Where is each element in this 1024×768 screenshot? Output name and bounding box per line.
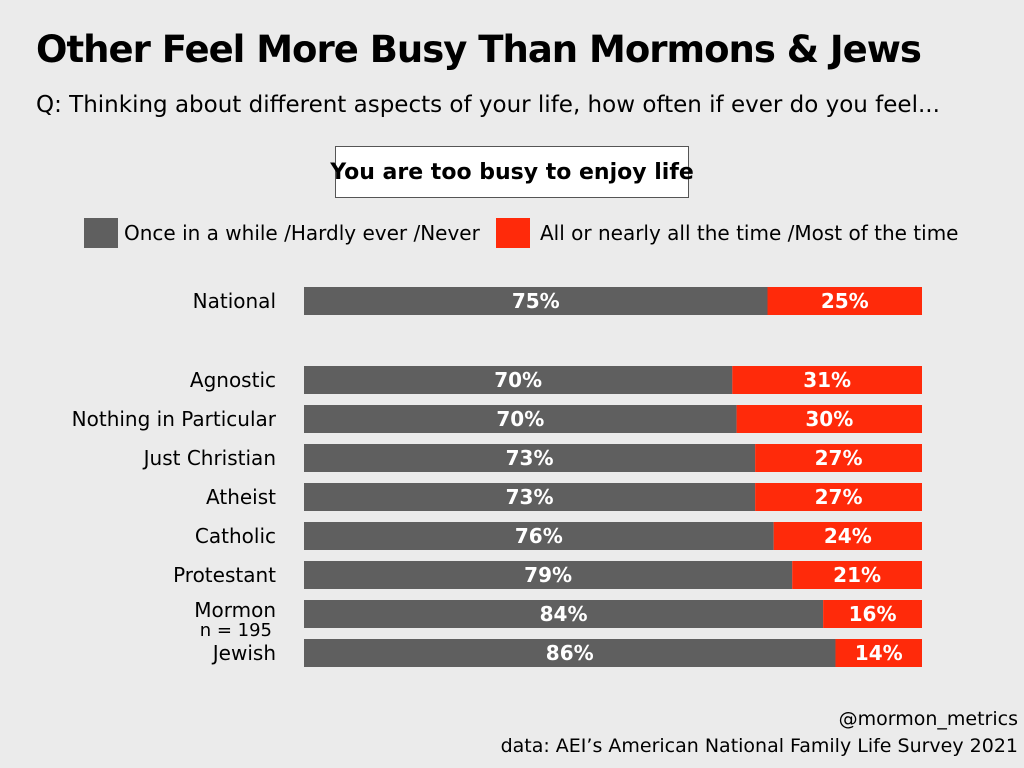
- value-label-grey-jewish: 86%: [546, 641, 594, 665]
- value-label-red-atheist: 27%: [815, 485, 863, 509]
- bar-grey-nothing-in-particular: [304, 405, 737, 433]
- category-note-mormon: n = 195: [200, 620, 272, 641]
- value-label-grey-protestant: 79%: [524, 563, 572, 587]
- bar-grey-agnostic: [304, 366, 733, 394]
- bar-grey-national: [304, 287, 768, 315]
- bar-red-nothing-in-particular: [736, 405, 922, 433]
- category-label-protestant: Protestant: [173, 563, 276, 587]
- legend-swatch-red: [496, 218, 530, 248]
- bar-red-just-christian: [755, 444, 922, 472]
- bar-red-national: [767, 287, 922, 315]
- footer-handle: @mormon_metrics: [838, 708, 1018, 730]
- category-label-national: National: [193, 289, 276, 313]
- bar-grey-just-christian: [304, 444, 756, 472]
- value-label-red-just-christian: 27%: [815, 446, 863, 470]
- category-label-agnostic: Agnostic: [190, 368, 276, 392]
- value-label-grey-nothing-in-particular: 70%: [496, 407, 544, 431]
- value-label-red-catholic: 24%: [824, 524, 872, 548]
- bar-red-catholic: [773, 522, 922, 550]
- bar-grey-catholic: [304, 522, 774, 550]
- value-label-grey-mormon: 84%: [540, 602, 588, 626]
- chart-title: Other Feel More Busy Than Mormons & Jews: [36, 28, 922, 71]
- category-label-mormon: Mormon: [194, 598, 276, 622]
- bar-grey-mormon: [304, 600, 824, 628]
- bar-red-protestant: [792, 561, 922, 589]
- bar-grey-atheist: [304, 483, 756, 511]
- chart-subtitle: Q: Thinking about different aspects of y…: [36, 92, 940, 118]
- value-label-red-jewish: 14%: [855, 641, 903, 665]
- category-label-nothing-in-particular: Nothing in Particular: [72, 407, 277, 431]
- value-label-grey-catholic: 76%: [515, 524, 563, 548]
- value-label-red-agnostic: 31%: [803, 368, 851, 392]
- value-label-grey-national: 75%: [512, 289, 560, 313]
- bar-red-jewish: [835, 639, 922, 667]
- bar-red-mormon: [823, 600, 922, 628]
- value-label-red-nothing-in-particular: 30%: [805, 407, 853, 431]
- category-label-catholic: Catholic: [195, 524, 276, 548]
- category-label-just-christian: Just Christian: [142, 446, 276, 470]
- category-label-jewish: Jewish: [211, 641, 276, 665]
- value-label-grey-just-christian: 73%: [506, 446, 554, 470]
- bar-grey-protestant: [304, 561, 793, 589]
- value-label-red-mormon: 16%: [849, 602, 897, 626]
- value-label-grey-agnostic: 70%: [494, 368, 542, 392]
- value-label-red-protestant: 21%: [833, 563, 881, 587]
- legend-label-red: All or nearly all the time /Most of the …: [540, 221, 959, 245]
- legend-swatch-grey: [84, 218, 118, 248]
- bar-grey-jewish: [304, 639, 836, 667]
- category-label-atheist: Atheist: [206, 485, 276, 509]
- footer-source: data: AEI’s American National Family Lif…: [500, 735, 1018, 757]
- value-label-grey-atheist: 73%: [506, 485, 554, 509]
- legend-label-grey: Once in a while /Hardly ever /Never: [124, 221, 480, 245]
- value-label-red-national: 25%: [821, 289, 869, 313]
- question-box: You are too busy to enjoy life: [330, 146, 694, 198]
- bar-red-agnostic: [732, 366, 922, 394]
- bar-red-atheist: [755, 483, 922, 511]
